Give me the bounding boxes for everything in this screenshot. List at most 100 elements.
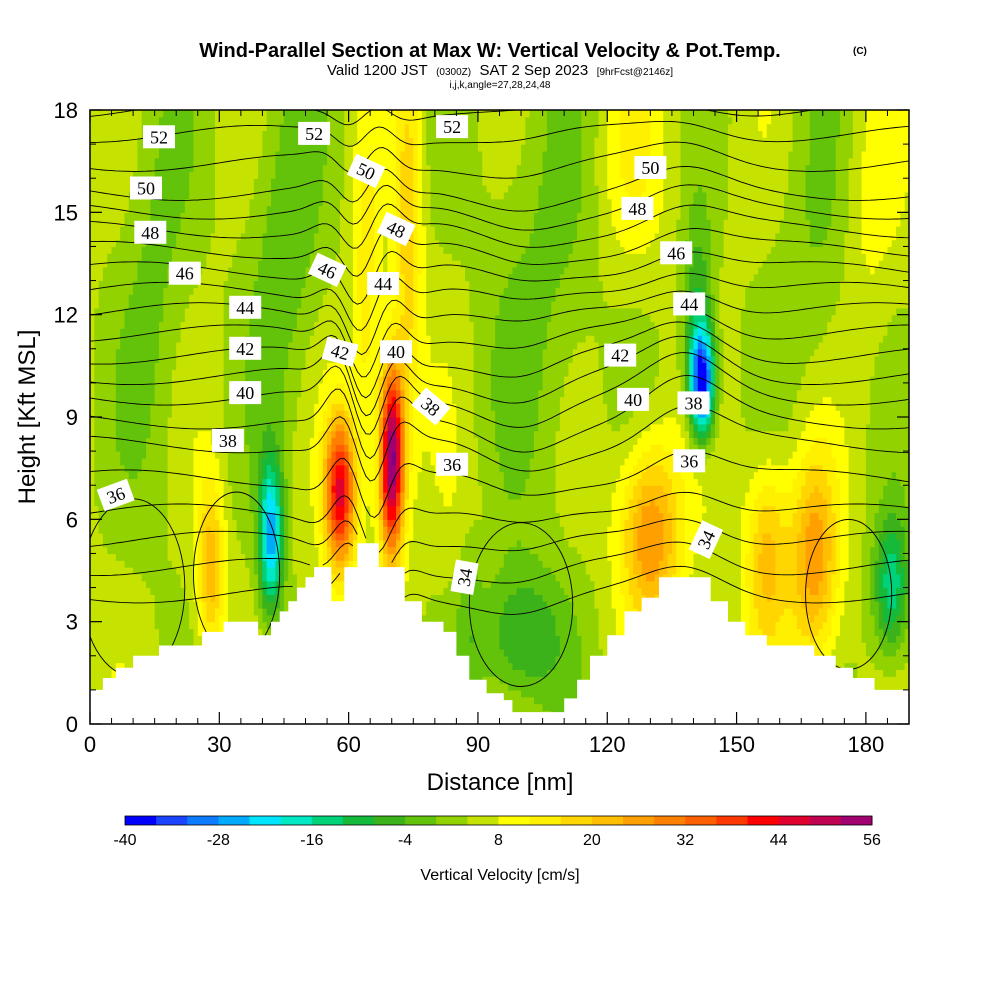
w-cell [184, 328, 190, 336]
w-cell [275, 410, 281, 418]
w-cell [215, 587, 220, 595]
w-cell [107, 232, 113, 241]
w-cell [146, 519, 151, 527]
w-cell [90, 669, 95, 677]
w-cell [301, 185, 307, 193]
w-cell [90, 587, 95, 595]
w-cell [240, 205, 246, 213]
w-cell [171, 621, 177, 630]
w-cell [266, 553, 272, 561]
w-cell [271, 123, 276, 132]
w-cell [171, 239, 177, 248]
w-cell [111, 137, 117, 145]
w-cell [176, 580, 182, 589]
w-cell [266, 444, 272, 452]
w-cell [258, 225, 264, 234]
w-cell [301, 362, 307, 370]
w-cell [94, 464, 100, 473]
w-cell [193, 382, 199, 391]
w-cell [107, 396, 113, 404]
w-cell [314, 280, 320, 288]
w-cell [245, 403, 251, 411]
w-cell [309, 382, 315, 391]
w-cell [111, 253, 117, 261]
w-cell [111, 560, 117, 568]
w-cell [206, 355, 212, 364]
w-cell [107, 621, 113, 630]
w-cell [314, 457, 320, 466]
w-cell [98, 171, 104, 179]
w-cell [279, 287, 285, 295]
w-cell [232, 594, 238, 602]
w-cell [189, 485, 195, 493]
w-cell [133, 287, 139, 295]
w-cell [146, 478, 151, 486]
w-cell [180, 512, 186, 520]
w-cell [163, 355, 169, 364]
w-cell [141, 253, 147, 261]
w-cell [240, 471, 246, 479]
w-cell [279, 171, 285, 179]
w-cell [309, 505, 315, 514]
w-cell [240, 580, 246, 589]
w-cell [111, 376, 117, 384]
w-cell [245, 225, 251, 234]
w-cell [309, 417, 315, 425]
w-cell [288, 144, 294, 152]
w-cell [124, 608, 130, 616]
w-cell [258, 485, 264, 493]
w-cell [262, 130, 268, 138]
w-cell [271, 553, 276, 561]
w-cell [305, 185, 311, 193]
w-cell [240, 260, 246, 268]
w-cell [115, 219, 121, 227]
w-cell [296, 376, 302, 384]
w-cell [102, 185, 108, 193]
w-cell [111, 464, 117, 473]
w-cell [94, 362, 100, 370]
w-cell [309, 116, 315, 125]
w-cell [296, 457, 302, 466]
w-cell [189, 635, 195, 643]
w-cell [223, 150, 229, 159]
w-cell [98, 164, 104, 172]
w-cell [271, 341, 276, 350]
w-cell [150, 505, 156, 514]
w-cell [296, 389, 302, 398]
w-cell [94, 444, 100, 452]
w-cell [128, 478, 134, 486]
w-cell [197, 423, 203, 432]
w-cell [309, 444, 315, 452]
w-cell [176, 376, 182, 384]
w-cell [158, 614, 164, 623]
w-cell [146, 457, 151, 466]
subtitle-date: SAT 2 Sep 2023 [480, 62, 589, 79]
w-cell [240, 478, 246, 486]
w-cell [133, 621, 139, 630]
w-cell [197, 382, 203, 391]
w-cell [210, 594, 216, 602]
w-cell [94, 546, 100, 555]
w-cell [288, 239, 294, 248]
w-cell [266, 396, 272, 404]
w-cell [301, 212, 307, 220]
w-cell [90, 116, 95, 125]
w-cell [215, 573, 220, 582]
w-cell [249, 328, 255, 336]
w-cell [107, 628, 113, 636]
w-cell [137, 498, 143, 507]
w-cell [275, 498, 281, 507]
w-cell [322, 246, 328, 254]
w-cell [271, 280, 276, 288]
w-cell [90, 150, 95, 159]
w-cell [206, 335, 212, 343]
w-cell [266, 219, 272, 227]
w-cell [184, 301, 190, 309]
w-cell [305, 307, 311, 316]
w-cell [253, 560, 259, 568]
w-cell [167, 608, 173, 616]
w-cell [197, 369, 203, 377]
w-cell [98, 348, 104, 357]
w-cell [133, 198, 139, 207]
w-cell [223, 614, 229, 623]
